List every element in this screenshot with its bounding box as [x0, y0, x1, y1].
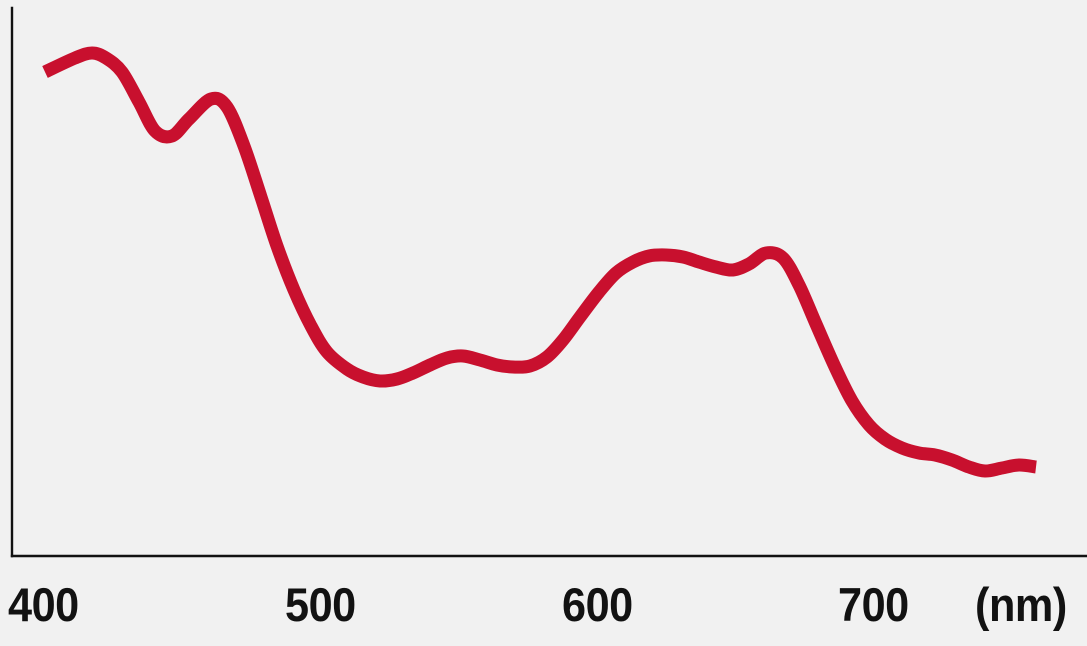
x-tick-label-400: 400: [8, 578, 79, 631]
spectral-power-curve: [42, 46, 1037, 478]
x-tick-label-500: 500: [285, 578, 356, 631]
x-tick-label-700: 700: [838, 578, 909, 631]
x-axis-tick-label-group: 400 500 600 700 (nm): [0, 575, 1087, 645]
axis-lines: [10, 6, 1087, 558]
x-axis-unit-label: (nm): [975, 578, 1067, 631]
x-tick-label-600: 600: [562, 578, 633, 631]
